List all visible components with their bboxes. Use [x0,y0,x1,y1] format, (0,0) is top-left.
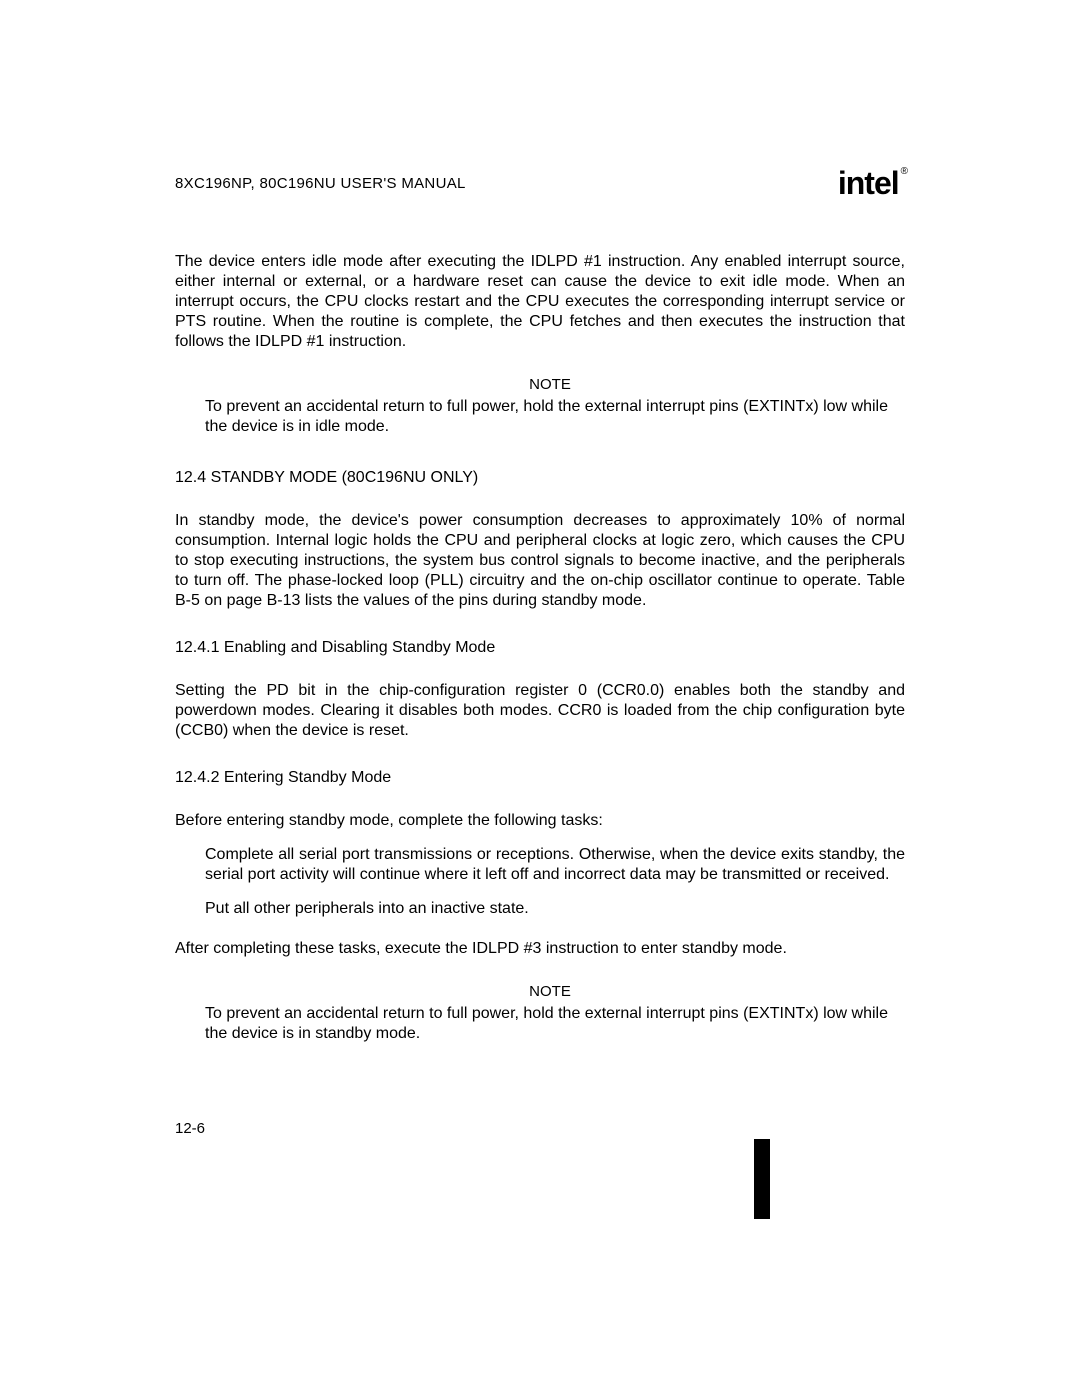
task-list: Complete all serial port transmissions o… [205,845,905,919]
logo-registered: ® [901,166,907,177]
note-text-2: To prevent an accidental return to full … [205,1004,895,1044]
section-12-4-2-heading: 12.4.2 Entering Standby Mode [175,769,905,787]
task-item-1: Complete all serial port transmissions o… [205,845,905,885]
note-label-2: NOTE [205,983,895,1000]
note-label-1: NOTE [205,376,895,393]
note-block-2: NOTE To prevent an accidental return to … [205,983,905,1044]
paragraph-idle-mode: The device enters idle mode after execut… [175,252,905,352]
section-12-4-1-heading: 12.4.1 Enabling and Disabling Standby Mo… [175,639,905,657]
paragraph-standby-intro: In standby mode, the device's power cons… [175,511,905,611]
paragraph-before-tasks: Before entering standby mode, complete t… [175,811,905,831]
logo-text: intel [838,165,899,201]
paragraph-enabling: Setting the PD bit in the chip-configura… [175,681,905,741]
paragraph-after-tasks: After completing these tasks, execute th… [175,939,905,959]
section-12-4-heading: 12.4 STANDBY MODE (80C196NU ONLY) [175,469,905,487]
side-marker-bar [754,1139,770,1219]
note-text-1: To prevent an accidental return to full … [205,397,895,437]
document-title: 8XC196NP, 80C196NU USER'S MANUAL [175,175,466,192]
page-number: 12-6 [175,1120,205,1137]
page-header: 8XC196NP, 80C196NU USER'S MANUAL intel® [175,165,905,202]
note-block-1: NOTE To prevent an accidental return to … [205,376,905,437]
intel-logo: intel® [838,165,905,202]
task-item-2: Put all other peripherals into an inacti… [205,899,905,919]
